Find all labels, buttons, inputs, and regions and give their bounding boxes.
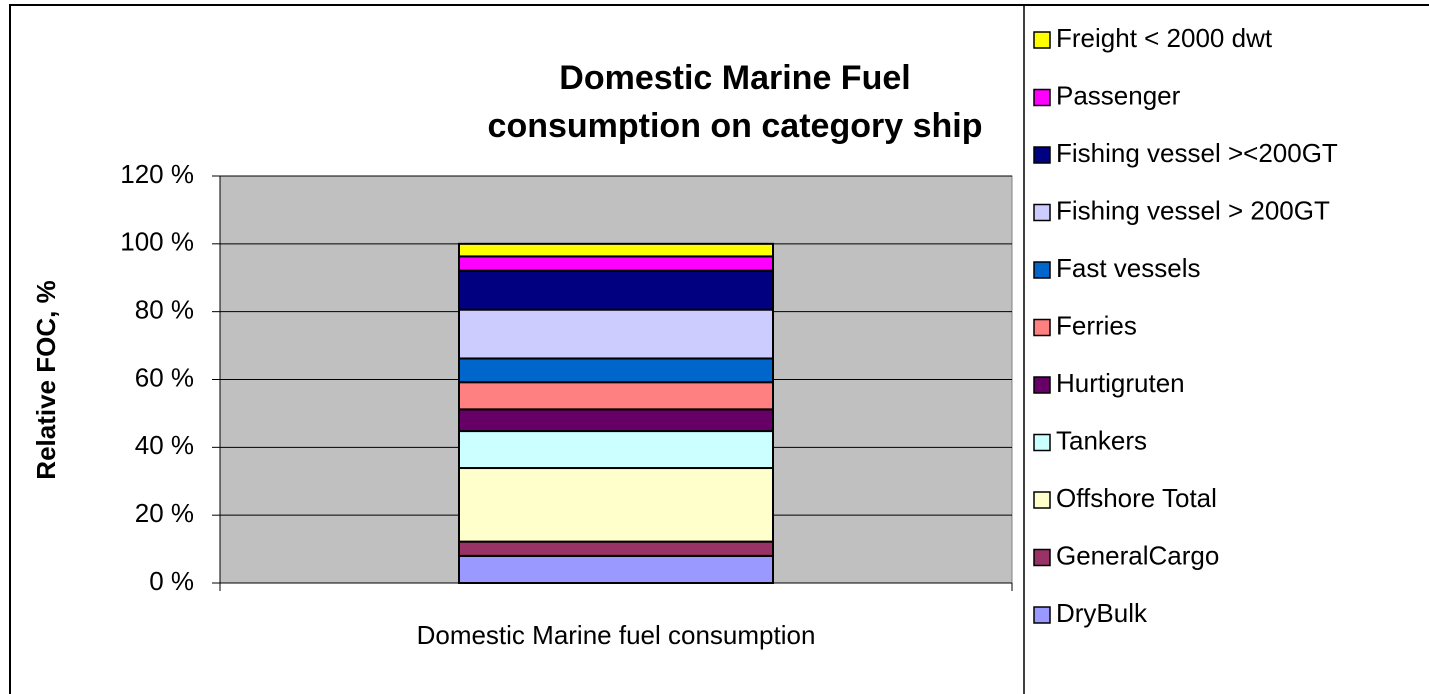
y-tick-label: 20 % [135, 498, 194, 528]
bar-segment [458, 408, 774, 433]
legend-label: Fishing vessel > 200GT [1056, 195, 1330, 225]
legend-swatch [1033, 31, 1051, 49]
legend-swatch [1033, 146, 1051, 164]
legend-label: Passenger [1056, 80, 1181, 110]
bar-segment [458, 308, 774, 360]
bar-segment [458, 467, 774, 543]
bar-segment [458, 430, 774, 470]
legend-swatch [1033, 261, 1051, 279]
y-tick-label: 120 % [120, 159, 194, 189]
legend-swatch [1033, 548, 1051, 567]
legend-label: Offshore Total [1056, 483, 1217, 513]
legend-swatch [1033, 491, 1051, 509]
y-axis-label: Relative FOC, % [31, 280, 61, 479]
bar-segment [458, 381, 774, 411]
bar-segment [458, 242, 774, 258]
legend-swatch [1033, 433, 1051, 452]
bar-segment [458, 255, 774, 272]
bar-segment [458, 357, 774, 384]
y-tick-label: 100 % [120, 227, 194, 257]
legend-label: Fishing vessel ><200GT [1056, 138, 1338, 168]
y-tick-label: 40 % [135, 430, 194, 460]
y-tick-label: 60 % [135, 362, 194, 392]
legend-label: Fast vessels [1056, 253, 1201, 283]
legend-label: GeneralCargo [1056, 540, 1219, 570]
bar-segment [458, 554, 774, 584]
bar-segment [458, 540, 774, 557]
legend-label: DryBulk [1056, 598, 1148, 628]
legend-label: Freight < 2000 dwt [1056, 23, 1273, 53]
legend-label: Ferries [1056, 310, 1137, 340]
legend-swatch [1033, 606, 1051, 624]
y-tick-label: 0 % [149, 566, 194, 596]
legend-label: Hurtigruten [1056, 368, 1185, 398]
chart-title: Domestic Marine Fuel [559, 59, 910, 97]
legend-swatch [1033, 203, 1051, 222]
x-tick-label: Domestic Marine fuel consumption [417, 620, 816, 650]
legend-label: Tankers [1056, 425, 1147, 455]
legend-swatch [1033, 318, 1051, 337]
legend-swatch [1033, 88, 1051, 107]
chart-title: consumption on category ship [488, 107, 983, 145]
legend-swatch [1033, 376, 1051, 394]
bar-segment [458, 269, 774, 311]
y-tick-label: 80 % [135, 295, 194, 325]
